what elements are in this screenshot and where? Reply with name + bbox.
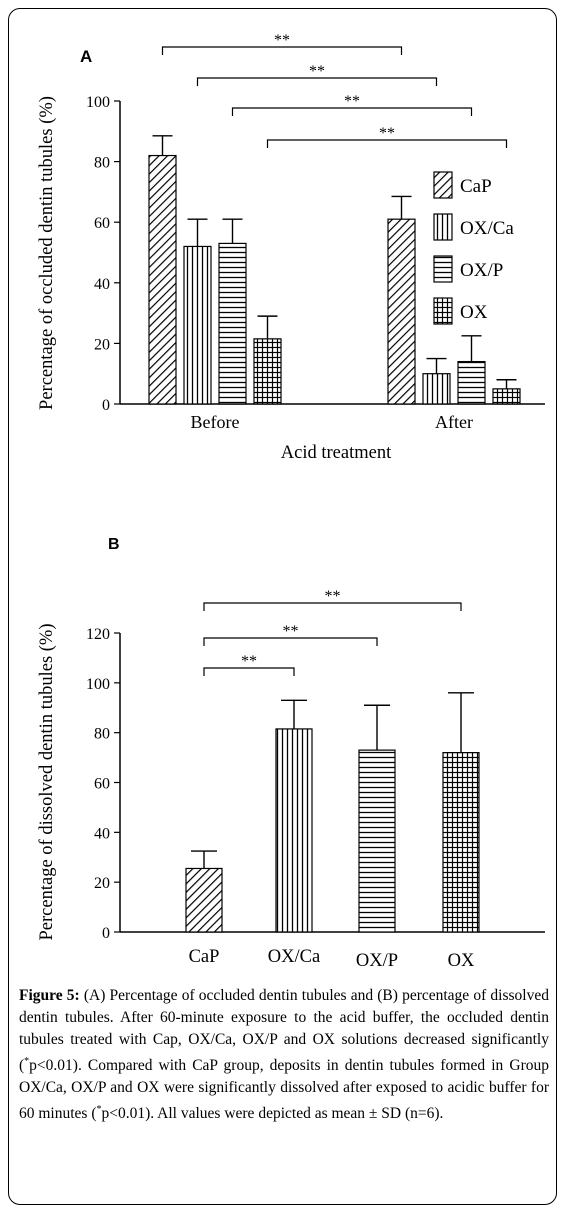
y-tick-label-b: 20 xyxy=(94,875,110,892)
x-tick-label-b: OX xyxy=(448,951,475,971)
significance-label-a: ** xyxy=(274,32,290,49)
x-tick-label-b: OX/Ca xyxy=(268,947,320,967)
significance-bracket-b xyxy=(203,637,378,646)
panel-b-label: B xyxy=(108,536,120,553)
bar-a-ox xyxy=(492,388,521,405)
y-tick-label-a: 0 xyxy=(102,397,110,414)
x-tick-label-b: CaP xyxy=(189,947,220,967)
y-tick-label-b: 60 xyxy=(94,776,110,793)
significance-bracket-a xyxy=(231,107,473,116)
caption-text-1: (A) Percentage of occluded dentin tubule… xyxy=(19,987,549,1075)
legend-swatch-ox xyxy=(433,297,453,325)
caption-text-2: p<0.01). Compared with CaP group, deposi… xyxy=(19,1057,549,1123)
caption-label: Figure 5: xyxy=(19,987,80,1004)
y-tick-label-a: 20 xyxy=(94,336,110,353)
y-tick-label-a: 60 xyxy=(94,215,110,232)
y-axis-label-a: Percentage of occluded dentin tubules (%… xyxy=(37,96,57,410)
legend-label-ox: OX xyxy=(460,302,488,323)
figure-caption: Figure 5: (A) Percentage of occluded den… xyxy=(19,985,549,1125)
y-tick-label-a: 100 xyxy=(86,94,110,111)
y-tick-label-b: 0 xyxy=(102,925,110,942)
y-tick-label-a: 40 xyxy=(94,276,110,293)
significance-label-a: ** xyxy=(344,93,360,110)
bar-a-ox-p xyxy=(218,242,247,405)
legend-label-ox-ca: OX/Ca xyxy=(460,218,514,239)
y-tick-label-b: 80 xyxy=(94,726,110,743)
significance-label-b: ** xyxy=(241,653,257,670)
bar-a-ox-ca xyxy=(183,245,212,405)
bar-a-cap xyxy=(387,218,416,405)
x-tick-label-a: Before xyxy=(191,412,240,432)
legend-swatch-cap xyxy=(433,171,453,199)
caption-sup-2: * xyxy=(96,1104,102,1116)
significance-label-a: ** xyxy=(309,63,325,80)
significance-bracket-b xyxy=(203,602,462,611)
bar-a-cap xyxy=(148,154,177,405)
panel-a-label: A xyxy=(80,47,92,66)
significance-bracket-b xyxy=(203,667,295,676)
bar-b-ox xyxy=(442,751,480,933)
bar-b-ox-ca xyxy=(275,728,313,933)
x-tick-label-b: OX/P xyxy=(356,951,398,971)
significance-bracket-a xyxy=(266,139,508,148)
bar-b-cap xyxy=(185,867,223,933)
chart-b: B 0 20 40 60 80 100 120 Percentage of dissolved … xyxy=(37,536,545,971)
chart-a: A 0 20 40 60 80 100 Percentage of occluded dent… xyxy=(37,32,545,463)
legend-label-cap: CaP xyxy=(460,176,492,197)
y-tick-label-b: 100 xyxy=(86,676,110,693)
figure-charts: A 0 20 40 60 80 100 Percentage of occluded dent… xyxy=(37,32,545,971)
bar-a-ox xyxy=(253,338,282,405)
significance-label-a: ** xyxy=(379,125,395,142)
significance-bracket-a xyxy=(196,77,438,86)
figure-frame xyxy=(8,8,557,1205)
bar-a-ox-p xyxy=(457,360,486,405)
legend-swatch-ox-p xyxy=(433,255,453,283)
y-tick-label-a: 80 xyxy=(94,155,110,172)
y-tick-label-b: 40 xyxy=(94,825,110,842)
x-axis-label-a: Acid treatment xyxy=(281,443,392,463)
y-tick-label-b: 120 xyxy=(86,626,110,643)
y-axis-label-b: Percentage of dissolved dentin tubules (… xyxy=(37,624,57,941)
legend-label-ox-p: OX/P xyxy=(460,260,503,281)
significance-label-b: ** xyxy=(325,588,341,605)
legend-swatch-ox-ca xyxy=(433,213,453,241)
x-tick-label-a: After xyxy=(435,412,473,432)
bar-a-ox-ca xyxy=(422,373,451,405)
significance-label-b: ** xyxy=(283,623,299,640)
bar-b-ox-p xyxy=(358,749,396,933)
significance-bracket-a xyxy=(161,46,403,55)
caption-sup-1: * xyxy=(24,1056,30,1067)
caption-text-3: p<0.01). All values were depicted as mea… xyxy=(101,1105,444,1123)
